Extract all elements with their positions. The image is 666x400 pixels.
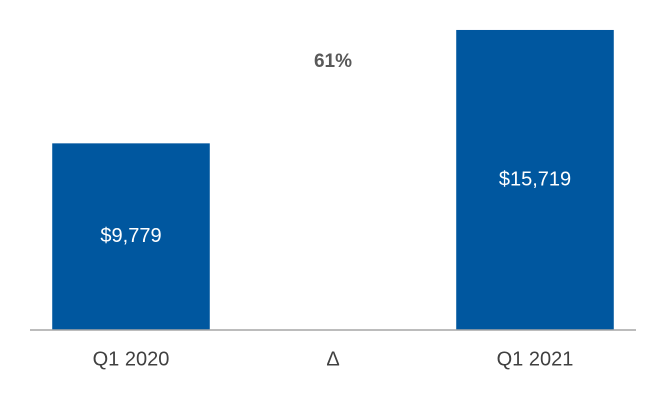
x-tick-label: Q1 2020 <box>93 348 170 370</box>
x-tick-label: Δ <box>326 348 339 370</box>
bar <box>52 143 210 330</box>
change-annotation: 61% <box>314 51 352 72</box>
bar <box>456 29 614 330</box>
value-label: $9,779 <box>100 225 161 247</box>
x-tick-label: Q1 2021 <box>497 348 574 370</box>
value-label: $15,719 <box>499 168 571 190</box>
